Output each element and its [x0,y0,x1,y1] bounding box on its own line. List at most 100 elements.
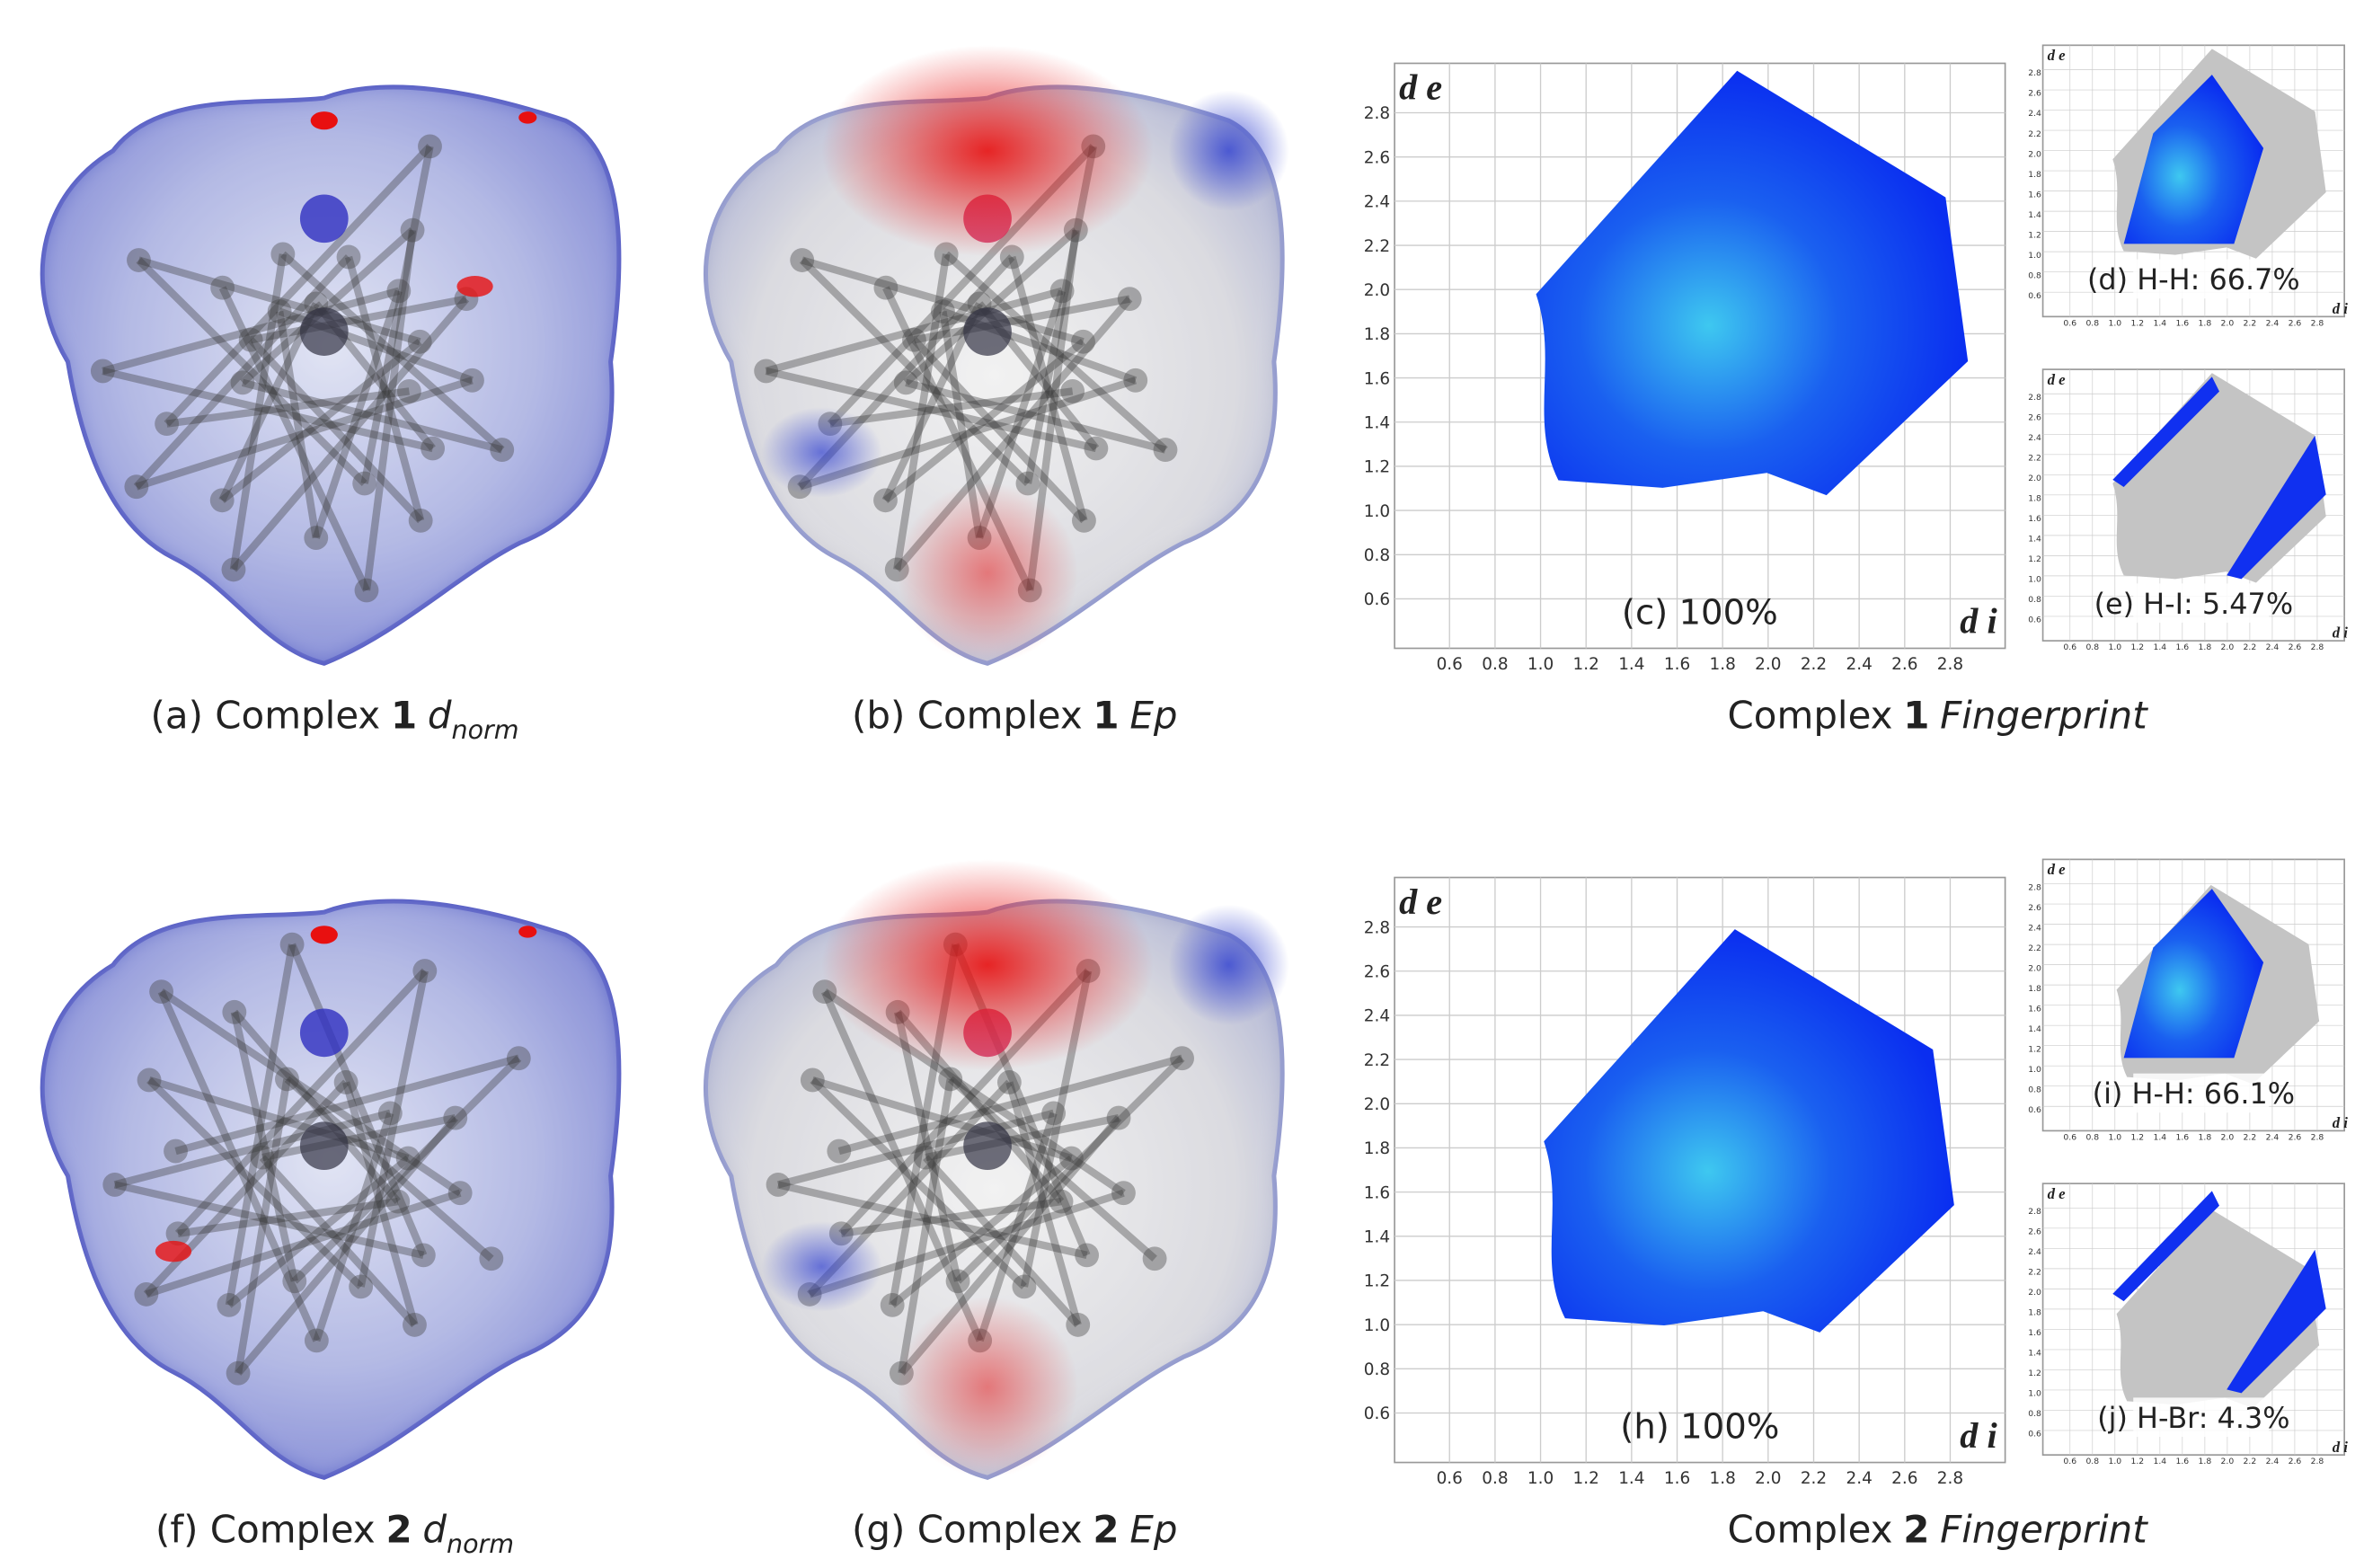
y-tick-label: 2.6 [1364,148,1390,167]
atom [443,1105,468,1130]
atom [270,242,296,267]
atom [931,299,955,323]
bond [344,255,425,522]
bond [276,310,320,539]
x-tick-label: 2.2 [2244,1457,2257,1466]
y-tick-label: 1.2 [2028,1044,2041,1054]
metal-atom [963,1121,1012,1171]
x-tick-label: 1.8 [2199,1457,2212,1466]
plot-label: (j) H-Br: 4.3% [2097,1401,2289,1435]
atom [1170,1046,1194,1071]
bond [231,1009,401,1204]
surface-shade [705,86,1283,664]
y-tick-label: 0.6 [2028,291,2041,301]
panel-caption: (g) Complex 2 Ep [852,1507,1177,1551]
bond [776,1109,1055,1189]
y-tick-label: 2.4 [2028,923,2041,933]
x-tick-label: 1.4 [2154,1457,2167,1466]
y-tick-label: 2.4 [2028,109,2041,119]
x-tick-label: 1.0 [2108,1132,2121,1142]
bond [234,1078,291,1374]
y-tick-label: 2.4 [1364,1007,1390,1026]
positive-region [761,407,882,498]
y-tick-label: 2.0 [2028,149,2041,159]
atom [754,359,779,384]
bond [829,387,1074,428]
x-tick-label: 1.0 [2108,1457,2121,1466]
atom [1012,1274,1037,1299]
y-tick-label: 2.8 [2028,1207,2041,1217]
bond [801,256,1085,346]
y-axis-label: d e [2048,1185,2067,1202]
x-tick-label: 1.2 [1573,1469,1599,1488]
y-tick-label: 2.2 [2028,1268,2041,1278]
atom [304,1328,329,1353]
y-tick-label: 0.8 [2028,595,2041,605]
y-tick-label: 2.2 [1364,1051,1390,1070]
y-tick-label: 0.6 [2028,616,2041,625]
caption-number: 2 [1093,1507,1119,1551]
x-tick-label: 0.8 [2085,318,2099,328]
x-tick-label: 1.4 [2154,1132,2167,1142]
atom [354,578,379,603]
atom [164,1138,188,1164]
atom [1084,436,1109,461]
x-tick-label: 2.4 [2266,1457,2280,1466]
x-tick-label: 1.4 [2154,642,2167,652]
plot-label: (c) 100% [1622,593,1778,633]
atom [102,1172,128,1197]
x-tick-label: 1.6 [2176,318,2190,328]
atom [790,248,815,272]
x-tick-label: 1.8 [1710,655,1736,674]
atom [377,1101,403,1126]
bond [229,253,288,571]
y-tick-label: 1.4 [2028,1024,2041,1034]
bond [777,1181,1088,1259]
bond [898,1078,954,1374]
surface-shade [42,901,619,1478]
caption-label: (b) Complex [852,693,1083,737]
atom [412,959,438,983]
fingerprint-caption: Complex 2 Fingerprint [1728,1507,2149,1551]
metal-atom [963,307,1012,356]
x-axis-label: d i [1960,1415,1997,1456]
atom [418,134,442,159]
atom [913,1145,938,1170]
panel-caption: (f) Complex 2 dnorm [155,1507,514,1559]
contact-spot [518,926,537,938]
atom [1049,1189,1074,1214]
y-tick-label: 1.0 [1364,1316,1390,1335]
y-tick-label: 1.2 [2028,1369,2041,1378]
atom [279,932,305,957]
atom [282,1269,307,1294]
x-tick-label: 1.6 [1664,655,1690,674]
y-tick-label: 1.6 [1364,1183,1390,1202]
x-tick-label: 0.8 [1482,655,1508,674]
x-tick-label: 0.6 [1437,655,1463,674]
bond [102,287,400,375]
x-tick-label: 1.4 [2154,318,2167,328]
x-tick-label: 2.4 [2266,318,2280,328]
bond [925,1113,1120,1162]
x-tick-label: 1.0 [2108,318,2121,328]
bond [837,1054,1183,1156]
cloud [1544,929,1954,1333]
y-tick-label: 2.0 [2028,1288,2041,1298]
bond [312,289,403,539]
caption-number: 1 [391,693,417,737]
cloud-highlight [2112,1191,2220,1302]
bond [218,286,370,592]
positive-region [761,1221,882,1312]
bond [810,1076,1027,1289]
bond [133,254,352,490]
y-axis-label: d e [1399,67,1442,108]
negative-region [821,45,1154,257]
x-tick-label: 0.6 [1437,1469,1463,1488]
cloud-highlight [2123,889,2264,1059]
y-tick-label: 1.6 [2028,190,2041,199]
bond [113,1181,425,1259]
bond [177,1197,399,1237]
atom [386,279,412,304]
atom [1066,1312,1091,1337]
plot-label: (h) 100% [1620,1407,1779,1448]
